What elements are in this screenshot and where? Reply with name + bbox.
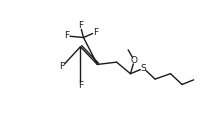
Text: F: F — [78, 81, 83, 90]
Text: F: F — [78, 21, 83, 30]
Text: S: S — [141, 64, 147, 73]
Text: O: O — [131, 56, 138, 65]
Text: F: F — [93, 28, 98, 37]
Text: F: F — [64, 31, 69, 40]
Text: F: F — [59, 62, 64, 71]
